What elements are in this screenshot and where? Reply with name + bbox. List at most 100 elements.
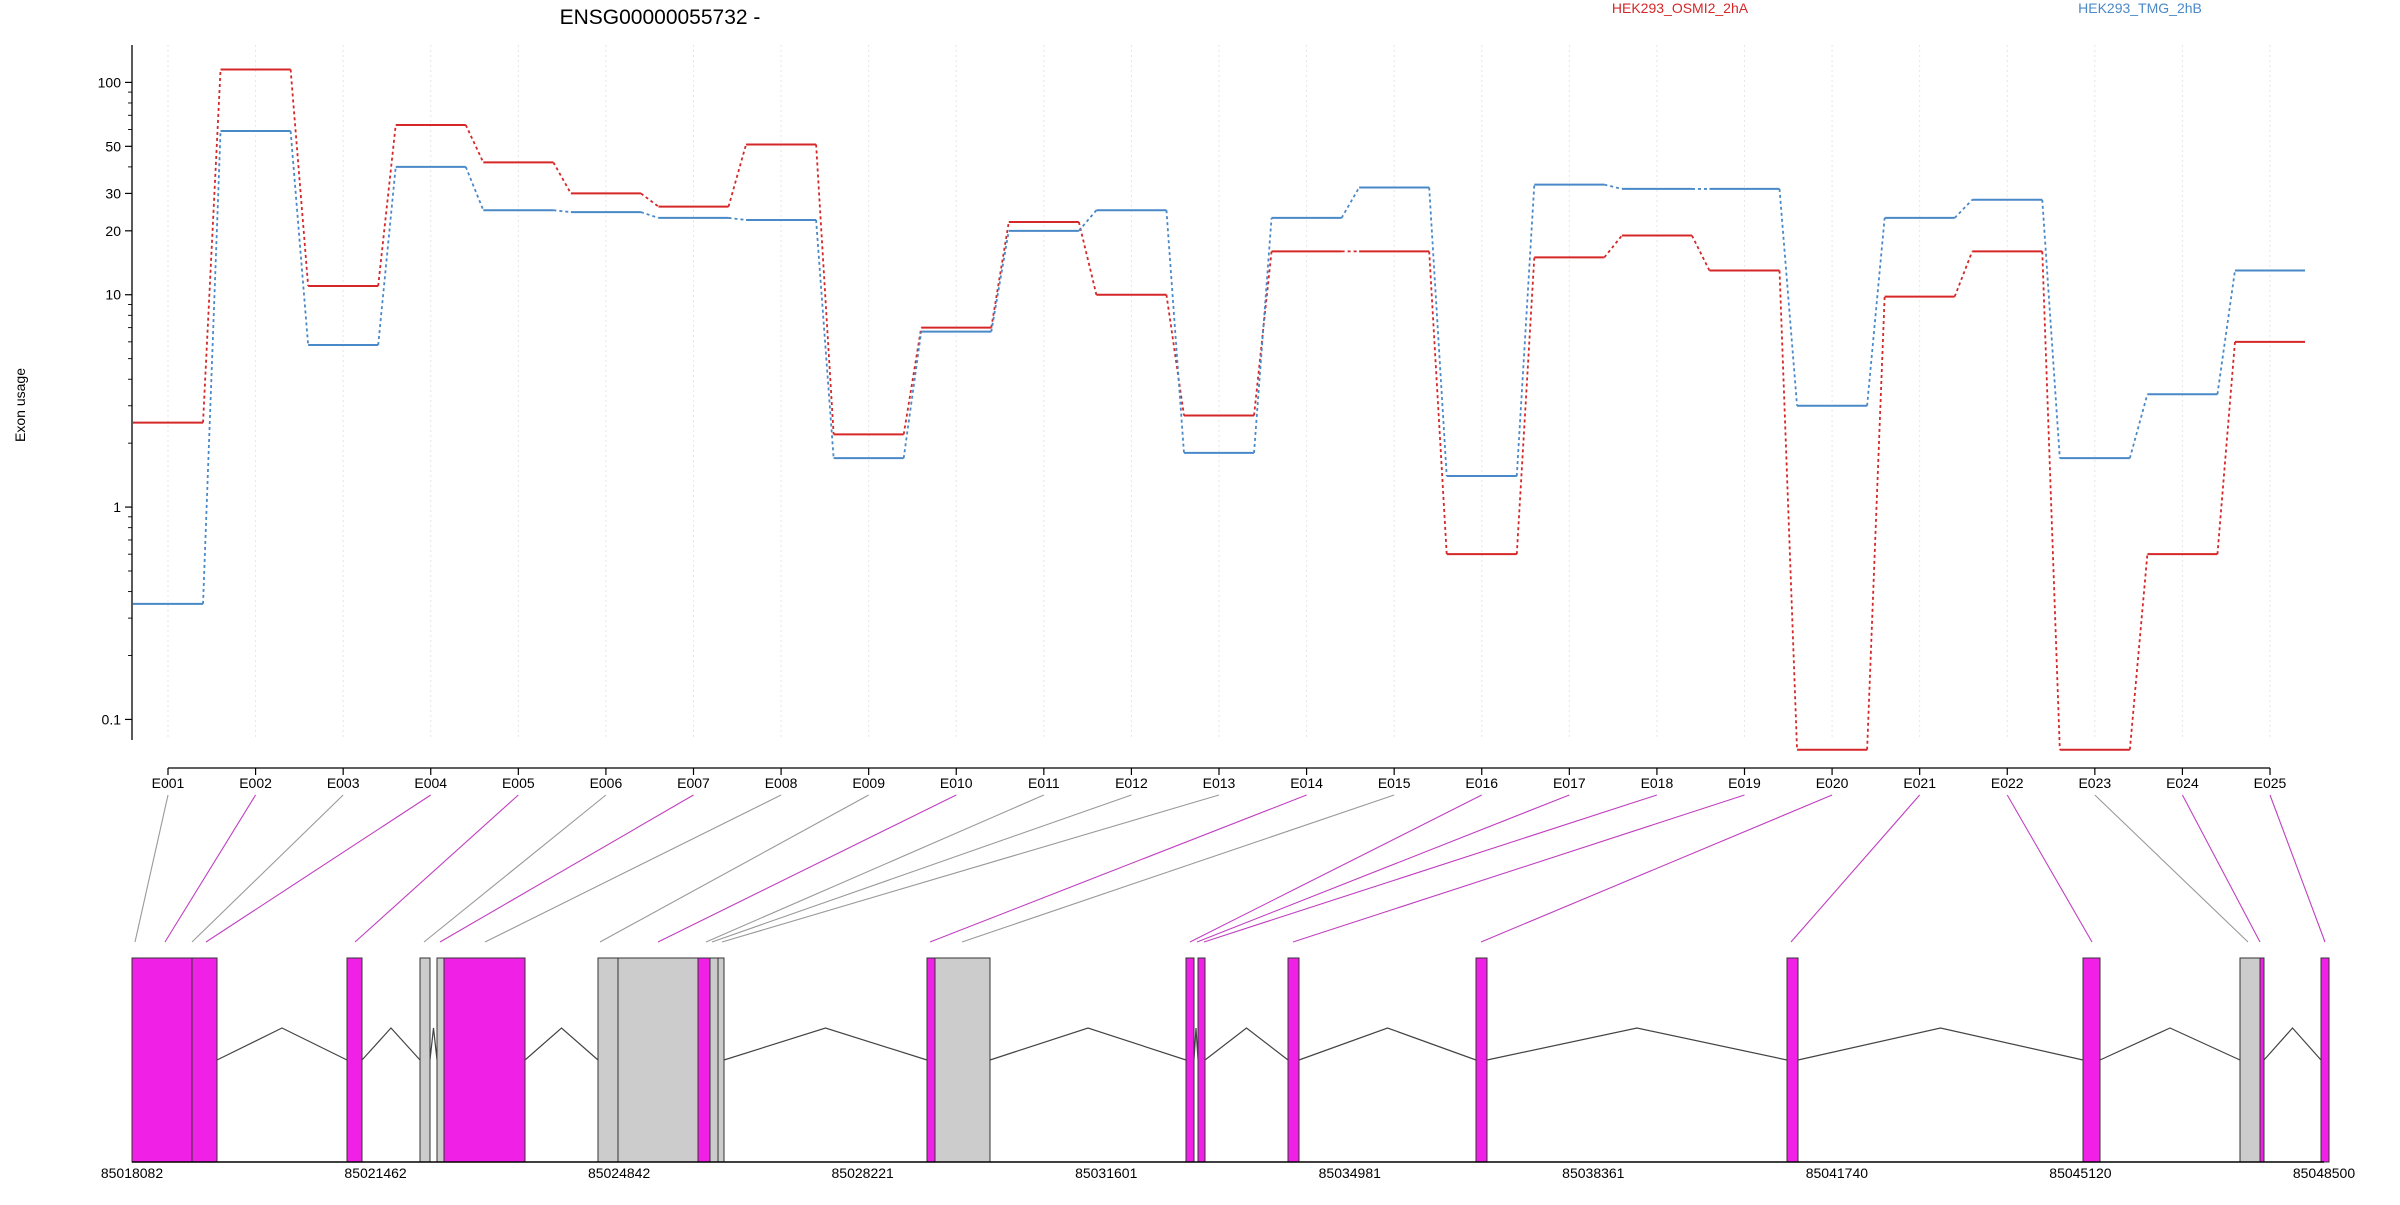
- series-connector: [728, 217, 747, 221]
- connector-E019: [1292, 794, 1745, 943]
- coordinate-label-85048500: 85048500: [2293, 1165, 2356, 1181]
- x-tick-label-E023: E023: [2078, 775, 2111, 791]
- y-axis-label: Exon usage: [12, 368, 28, 442]
- exon-block: [443, 957, 526, 1163]
- connector-E016: [1189, 794, 1482, 943]
- series-connector: [1954, 199, 1973, 219]
- x-tick-label-E013: E013: [1203, 775, 1236, 791]
- connector-E021: [1790, 794, 1921, 943]
- connector-E012: [711, 794, 1132, 943]
- intron-line: [1486, 1027, 1788, 1061]
- series-connector: [1515, 257, 1536, 555]
- coordinate-label-85024842: 85024842: [588, 1165, 651, 1181]
- series-connector: [1165, 210, 1185, 453]
- coordinate-label-85034981: 85034981: [1319, 1165, 1382, 1181]
- connector-E004: [205, 794, 432, 943]
- x-tick-label-E011: E011: [1028, 775, 1060, 791]
- exon-block: [597, 957, 619, 1163]
- connector-E011: [705, 794, 1045, 943]
- series-connector: [1866, 217, 1886, 406]
- connector-E008: [484, 794, 782, 943]
- intron-line: [723, 1027, 928, 1061]
- series-connector: [1953, 251, 1974, 297]
- connector-E023: [2094, 794, 2249, 943]
- intron-line: [524, 1027, 599, 1061]
- series-connector: [202, 131, 222, 604]
- x-tick-label-E006: E006: [590, 775, 623, 791]
- series-connector: [464, 166, 485, 211]
- intron-line: [1204, 1027, 1289, 1061]
- y-tick-label-30: 30: [105, 185, 121, 201]
- exon-block: [2320, 957, 2330, 1163]
- x-tick-label-E014: E014: [1290, 775, 1323, 791]
- coordinate-label-85018082: 85018082: [101, 1165, 164, 1181]
- coordinate-label-85028221: 85028221: [832, 1165, 895, 1181]
- intron-line: [216, 1027, 348, 1061]
- connector-E003: [191, 794, 344, 943]
- y-tick-label-1: 1: [113, 499, 121, 515]
- series-connector: [990, 230, 1010, 332]
- series-connector: [2128, 554, 2149, 750]
- series-connector: [640, 192, 660, 208]
- x-tick-label-E018: E018: [1641, 775, 1674, 791]
- series-connector: [1077, 221, 1098, 295]
- series-connector: [1603, 234, 1623, 258]
- series-connector: [1515, 184, 1536, 477]
- exon-connectors: [134, 794, 2326, 943]
- legend-label-series-2: HEK293_TMG_2hB: [2078, 0, 2202, 16]
- connector-E020: [1480, 794, 1833, 943]
- exon-block: [2239, 957, 2261, 1163]
- series-connector: [289, 69, 310, 287]
- x-tick-label-E025: E025: [2254, 775, 2287, 791]
- exon-block: [709, 957, 719, 1163]
- exon-block: [697, 957, 711, 1163]
- series-connector: [553, 209, 571, 213]
- exon-block: [1786, 957, 1799, 1163]
- exon-block: [1475, 957, 1488, 1163]
- series-1: [132, 68, 2306, 751]
- y-tick-label-50: 50: [105, 138, 121, 154]
- connector-E009: [599, 794, 869, 943]
- exon-block: [191, 957, 218, 1163]
- connector-E006: [423, 794, 607, 943]
- series-connector: [1691, 235, 1711, 271]
- exon-block: [346, 957, 363, 1163]
- x-tick-label-E005: E005: [502, 775, 535, 791]
- series-connector: [1253, 251, 1273, 416]
- series-connector: [1604, 183, 1623, 190]
- intron-line: [2263, 1027, 2322, 1061]
- coordinate-label-85045120: 85045120: [2049, 1165, 2112, 1181]
- y-tick-label-0.1: 0.1: [102, 711, 122, 727]
- series-connector: [2216, 270, 2236, 395]
- exon-block: [131, 957, 193, 1163]
- connector-E018: [1203, 794, 1658, 943]
- y-tick-label-20: 20: [105, 223, 121, 239]
- intron-line: [1298, 1027, 1477, 1061]
- intron-line: [989, 1027, 1187, 1061]
- y-tick-label-100: 100: [98, 74, 122, 90]
- intron-line: [1797, 1027, 2084, 1061]
- connector-E017: [1196, 794, 1570, 943]
- series-connector: [202, 69, 222, 423]
- coordinate-label-85041740: 85041740: [1806, 1165, 1869, 1181]
- series-connector: [289, 130, 310, 346]
- y-tick-label-10: 10: [105, 287, 121, 303]
- series-connector: [1340, 187, 1360, 219]
- series-connector: [1866, 296, 1886, 750]
- exon-block: [436, 957, 445, 1163]
- connector-E025: [2269, 794, 2326, 943]
- gene-model: 85018082 85021462 85024842 85028221 85031601…: [101, 957, 2356, 1181]
- series-connector: [640, 211, 659, 219]
- exon-block: [1197, 957, 1206, 1163]
- exon-block: [2259, 957, 2265, 1163]
- exon-block: [2082, 957, 2101, 1163]
- x-tick-label-E012: E012: [1115, 775, 1148, 791]
- exon-block: [934, 957, 991, 1163]
- exon-block: [617, 957, 699, 1163]
- series-connector: [902, 331, 923, 459]
- series-connector: [1165, 294, 1185, 416]
- series-connector: [1778, 188, 1798, 406]
- x-tick-label-E007: E007: [677, 775, 710, 791]
- series-connector: [464, 124, 485, 163]
